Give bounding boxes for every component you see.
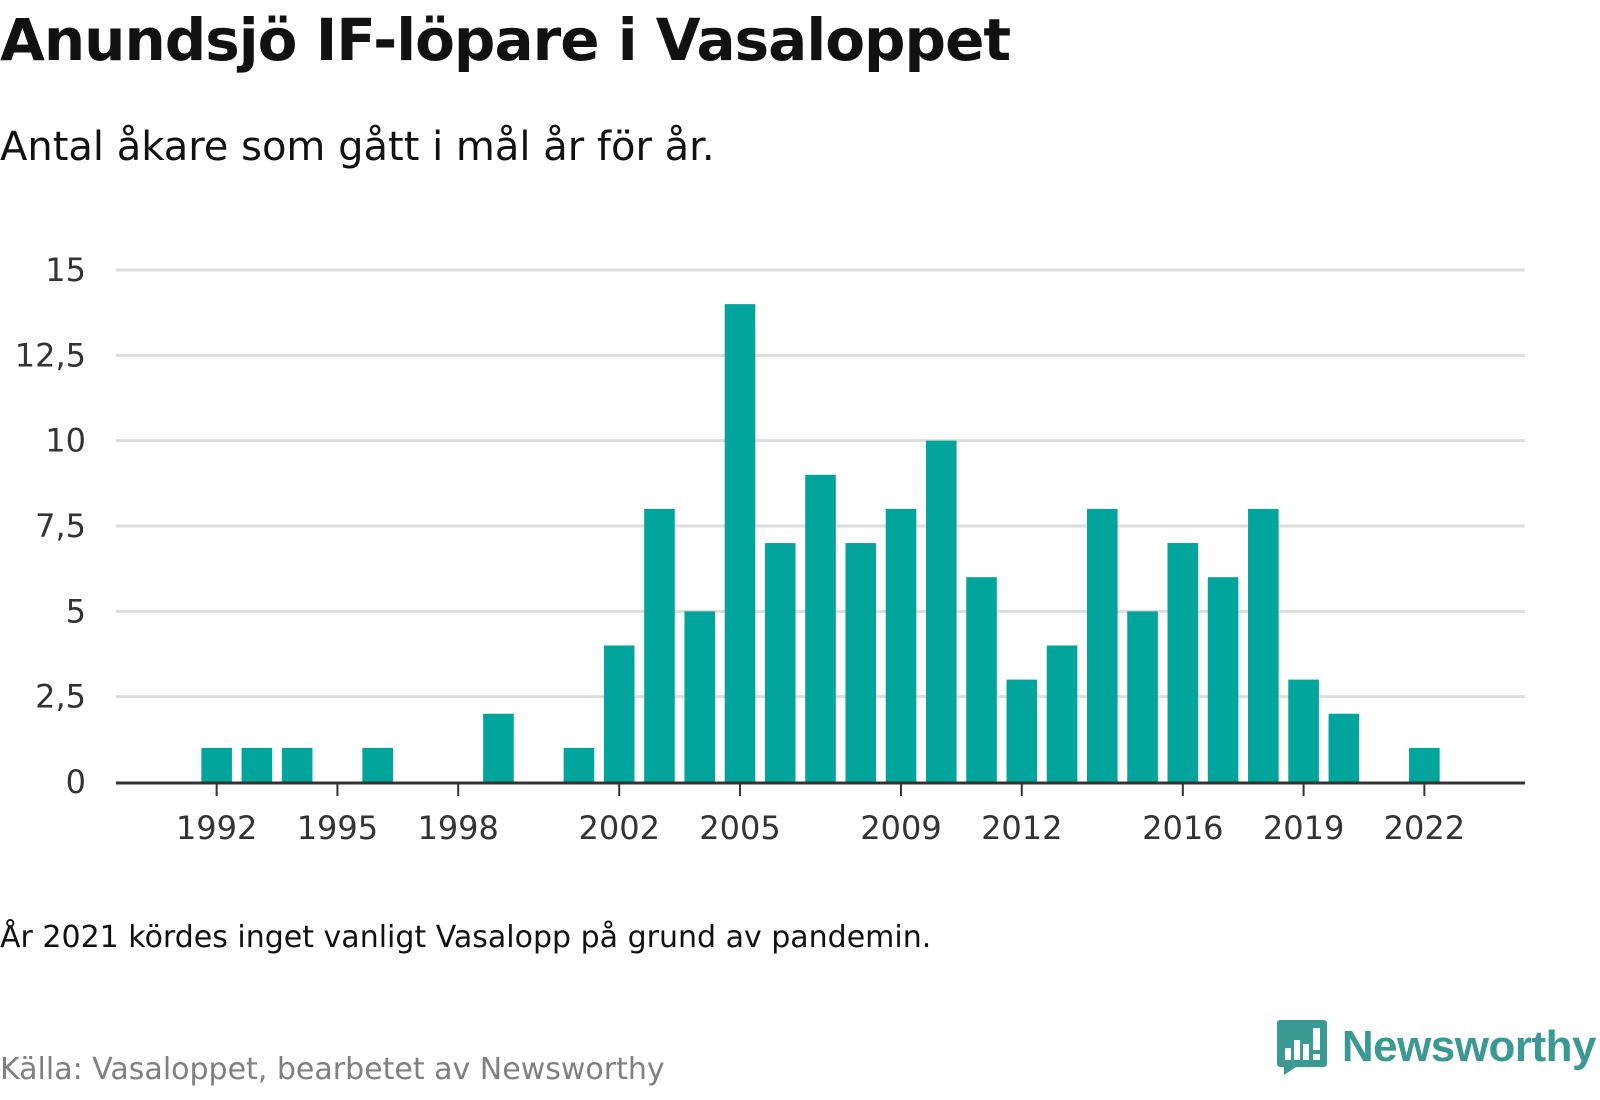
bar-2020: [1328, 713, 1360, 782]
chart-title: Anundsjö IF-löpare i Vasaloppet: [0, 6, 1011, 74]
y-tick-label: 12,5: [15, 336, 86, 374]
bar-2003: [644, 508, 675, 782]
x-tick-label: 2002: [578, 809, 659, 847]
y-tick-label: 7,5: [35, 507, 86, 545]
bar-2006: [764, 543, 796, 782]
y-tick-label: 5: [66, 592, 86, 630]
y-tick-labels: 0 2,5 5 7,5 10 12,5 15: [15, 251, 86, 801]
bar-2014: [1087, 508, 1118, 782]
bar-2010: [925, 440, 957, 782]
y-tick-label: 2,5: [35, 678, 86, 716]
x-tick-label: 2019: [1263, 809, 1344, 847]
bar-2019: [1288, 679, 1319, 782]
bar-2007: [805, 474, 836, 782]
x-tick-label: 2009: [860, 809, 941, 847]
x-tick-label: 1998: [417, 809, 498, 847]
x-axis: [116, 781, 1525, 796]
y-tick-label: 15: [45, 251, 86, 289]
bar-2009: [885, 508, 917, 782]
newsworthy-logo-icon: [1276, 1020, 1327, 1075]
bar-2017: [1207, 577, 1239, 782]
bar-2018: [1248, 508, 1279, 782]
source-credit: Källa: Vasaloppet, bearbetet av Newswort…: [0, 1052, 665, 1087]
bar-1996: [362, 747, 393, 782]
bar-2013: [1046, 645, 1078, 782]
x-tick-label: 1992: [176, 809, 257, 847]
chart-note: År 2021 kördes inget vanligt Vasalopp på…: [0, 920, 932, 955]
chart-subtitle: Antal åkare som gått i mål år för år.: [0, 124, 715, 170]
bar-chart: 0 2,5 5 7,5 10 12,5 15 1992 1995 1998 2002 2005 200…: [15, 251, 1525, 847]
bar-2015: [1127, 611, 1158, 782]
x-tick-label: 2005: [699, 809, 780, 847]
bar-2005: [724, 304, 756, 782]
bar-2008: [845, 543, 877, 782]
y-tick-label: 0: [66, 763, 86, 801]
bar-2002: [603, 645, 635, 782]
x-tick-label: 2022: [1384, 809, 1465, 847]
x-tick-labels: 1992 1995 1998 2002 2005 2009 2012 2016 2019 2022: [176, 809, 1465, 847]
brand-logo: Newsworthy: [1276, 1018, 1597, 1076]
bar-2011: [966, 577, 997, 782]
bar-2004: [684, 611, 716, 782]
bar-2016: [1167, 543, 1199, 782]
x-tick-label: 1995: [297, 809, 378, 847]
bars: [201, 304, 1440, 782]
bar-1999: [483, 713, 514, 782]
x-tick-label: 2012: [981, 809, 1062, 847]
bar-1992: [201, 747, 232, 782]
x-tick-label: 2016: [1142, 809, 1223, 847]
y-tick-label: 10: [45, 422, 86, 460]
bar-1993: [241, 747, 273, 782]
bar-2022: [1409, 747, 1440, 782]
bar-2001: [563, 747, 595, 782]
bar-1994: [281, 747, 313, 782]
brand-name: Newsworthy: [1341, 1022, 1597, 1071]
bar-2012: [1006, 679, 1038, 782]
